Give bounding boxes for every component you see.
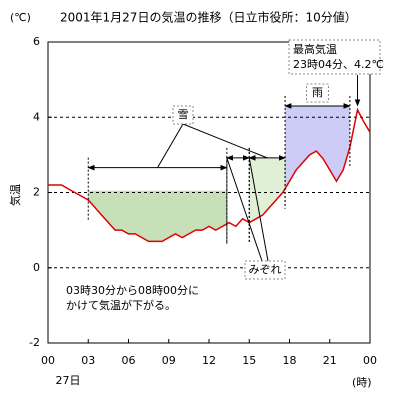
x-tick-label: 00 bbox=[363, 354, 377, 367]
x-tick-label: 00 bbox=[41, 354, 55, 367]
leader bbox=[226, 157, 263, 262]
y-tick-label: 6 bbox=[33, 35, 40, 48]
leader bbox=[182, 123, 268, 159]
y-tick-label: 4 bbox=[33, 110, 40, 123]
label-box bbox=[172, 105, 194, 125]
y-tick-label: 2 bbox=[33, 186, 40, 199]
leader bbox=[248, 157, 269, 262]
leader bbox=[157, 123, 184, 168]
x-tick-label: 18 bbox=[283, 354, 297, 367]
x-tick-label: 12 bbox=[202, 354, 216, 367]
callout-box bbox=[288, 39, 381, 75]
period-shade bbox=[285, 105, 350, 189]
note-text: かけて気温が下がる。 bbox=[66, 298, 176, 312]
y-tick-label: 0 bbox=[33, 261, 40, 274]
x-unit: (時) bbox=[352, 376, 372, 389]
period-label: 雪 bbox=[178, 108, 189, 121]
x-tick-label: 21 bbox=[323, 354, 337, 367]
period-shade bbox=[249, 157, 286, 223]
callout-text: 最高気温 bbox=[293, 42, 337, 56]
temperature-line bbox=[48, 107, 371, 243]
y-tick-label: -2 bbox=[29, 336, 40, 349]
period-label: 雨 bbox=[312, 86, 323, 99]
note-text: 03時30分から08時00分に bbox=[66, 284, 199, 297]
x-tick-label: 03 bbox=[81, 354, 95, 367]
label-box bbox=[244, 260, 286, 280]
callout-text: 23時04分、4.2℃ bbox=[293, 58, 384, 71]
date-label: 27日 bbox=[56, 374, 81, 387]
period-shade bbox=[88, 190, 227, 242]
y-axis-label: 気温 bbox=[8, 184, 22, 206]
chart-title: 2001年1月27日の気温の推移（日立市役所：10分値） bbox=[60, 10, 357, 25]
x-tick-label: 09 bbox=[162, 354, 176, 367]
period-label: みぞれ bbox=[249, 263, 282, 276]
x-tick-label: 15 bbox=[242, 354, 256, 367]
label-box bbox=[305, 83, 329, 103]
x-tick-label: 06 bbox=[122, 354, 136, 367]
y-unit: (℃) bbox=[10, 11, 31, 24]
